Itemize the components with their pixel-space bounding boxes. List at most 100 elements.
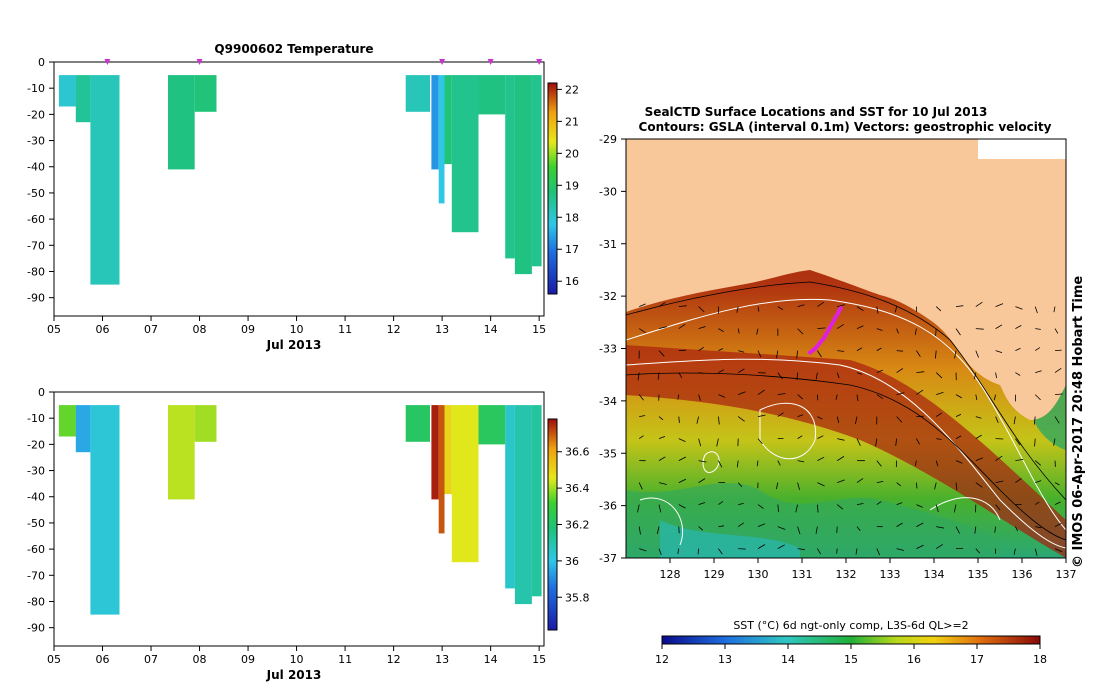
- velocity-vector: [1054, 328, 1059, 334]
- temperature-section-panel: Q9900602 Temperature 05 06 07 08 09 10 11 12 13 1…: [27, 42, 579, 352]
- x-tick-label: 13: [435, 323, 449, 336]
- velocity-vector: [718, 460, 723, 468]
- profile-cell: [90, 75, 120, 285]
- profile-cell: [451, 75, 479, 233]
- y-tick-label: -40: [27, 491, 45, 504]
- velocity-vector: [738, 350, 745, 353]
- x-tick-label: 09: [241, 653, 255, 666]
- x-tick-label: 14: [484, 323, 498, 336]
- velocity-vector: [777, 412, 784, 417]
- velocity-vector: [876, 306, 879, 314]
- salinity-xlabel: Jul 2013: [266, 668, 322, 682]
- velocity-vector: [856, 526, 861, 531]
- x-tick-label: 12: [387, 323, 401, 336]
- velocity-vector: [797, 414, 804, 417]
- velocity-vector: [817, 416, 823, 420]
- x-tick-label: 06: [96, 653, 110, 666]
- sst-colorbar: [661, 635, 1041, 645]
- velocity-vector: [757, 544, 766, 549]
- velocity-vector: [916, 389, 924, 395]
- y-tick-label: -80: [27, 265, 45, 278]
- velocity-vector: [975, 548, 981, 554]
- velocity-vector: [955, 413, 962, 417]
- map-x-tick-label: 131: [792, 568, 813, 581]
- velocity-vector: [916, 438, 920, 445]
- velocity-vector: [955, 482, 958, 491]
- gsla-contour: [929, 497, 1001, 521]
- velocity-vector: [757, 523, 766, 527]
- cold-water-patch: [660, 520, 800, 558]
- velocity-vector: [1034, 438, 1036, 447]
- velocity-vector: [936, 392, 944, 395]
- map-x-tick-label: 128: [660, 568, 681, 581]
- profile-cell: [444, 75, 452, 165]
- map-y-tick-label: -36: [599, 500, 617, 513]
- colorbar-tick-label: 36.6: [565, 446, 590, 459]
- map-y-tick-label: -33: [599, 343, 617, 356]
- velocity-vector: [817, 301, 825, 307]
- y-tick-label: -60: [27, 213, 45, 226]
- map-y-tick-label: -37: [599, 552, 617, 565]
- velocity-vector: [737, 328, 740, 334]
- temperature-colorbar-ticks: 16 17 18 19 20 21 22: [557, 83, 579, 288]
- velocity-vector: [756, 328, 759, 335]
- shelf-contour: [626, 372, 1066, 541]
- velocity-vector: [796, 350, 798, 359]
- velocity-vector: [757, 414, 766, 417]
- profile-cell: [478, 405, 506, 445]
- velocity-vector: [995, 455, 1003, 461]
- profile-cell: [58, 75, 76, 107]
- velocity-vector: [995, 480, 1004, 483]
- x-tick-label: 05: [47, 653, 61, 666]
- profile-cell: [58, 405, 76, 437]
- sst-colorbar-tick-label: 13: [718, 653, 732, 666]
- velocity-vector: [975, 350, 979, 358]
- profile-cell: [514, 405, 532, 605]
- velocity-vector: [639, 415, 646, 417]
- velocity-vector: [935, 350, 937, 359]
- velocity-vector: [856, 438, 861, 446]
- y-tick-label: -70: [27, 569, 45, 582]
- velocity-vector: [916, 522, 924, 527]
- velocity-vector: [894, 306, 897, 313]
- velocity-vector: [757, 504, 764, 509]
- sst-colorbar-label: SST (°C) 6d ngt-only comp, L3S-6d QL>=2: [733, 619, 968, 632]
- velocity-vector: [638, 435, 644, 439]
- velocity-vector: [876, 369, 883, 373]
- velocity-vector: [658, 504, 662, 513]
- x-tick-label: 11: [338, 323, 352, 336]
- velocity-vector: [914, 328, 917, 335]
- velocity-vector: [738, 548, 746, 550]
- velocity-vector: [955, 305, 964, 307]
- map-y-tick-label: -35: [599, 447, 617, 460]
- velocity-vector: [718, 394, 726, 398]
- gsla-contour: [626, 298, 1066, 531]
- colorbar-tick-label: 20: [565, 147, 579, 160]
- velocity-vector: [1034, 394, 1041, 401]
- velocity-vector: [678, 478, 687, 483]
- velocity-vector: [916, 544, 924, 549]
- velocity-vector: [836, 456, 845, 461]
- velocity-vector: [1054, 393, 1063, 395]
- velocity-vector: [954, 350, 957, 359]
- velocity-vector: [698, 394, 701, 401]
- velocity-vector: [975, 482, 983, 488]
- velocity-vector: [1015, 306, 1023, 310]
- x-tick-label: 10: [290, 323, 304, 336]
- velocity-vector: [994, 526, 996, 533]
- profile-cell: [431, 75, 439, 170]
- map-subtitle: Contours: GSLA (interval 0.1m) Vectors: …: [639, 120, 1052, 134]
- velocity-vector: [995, 303, 1004, 307]
- velocity-vector: [1035, 480, 1042, 483]
- profile-cell: [75, 75, 91, 123]
- velocity-vector: [817, 350, 822, 358]
- salinity-axes: 05 06 07 08 09 10 11 12 13 14 15 0 -10 -20 -30 -40 -50 -6…: [27, 386, 546, 666]
- velocity-vector: [797, 548, 805, 551]
- velocity-vector: [975, 394, 978, 401]
- velocity-vector: [975, 416, 982, 419]
- x-tick-label: 15: [532, 653, 546, 666]
- velocity-vector: [1035, 370, 1042, 373]
- velocity-vector: [757, 438, 763, 445]
- y-tick-label: -90: [27, 292, 45, 305]
